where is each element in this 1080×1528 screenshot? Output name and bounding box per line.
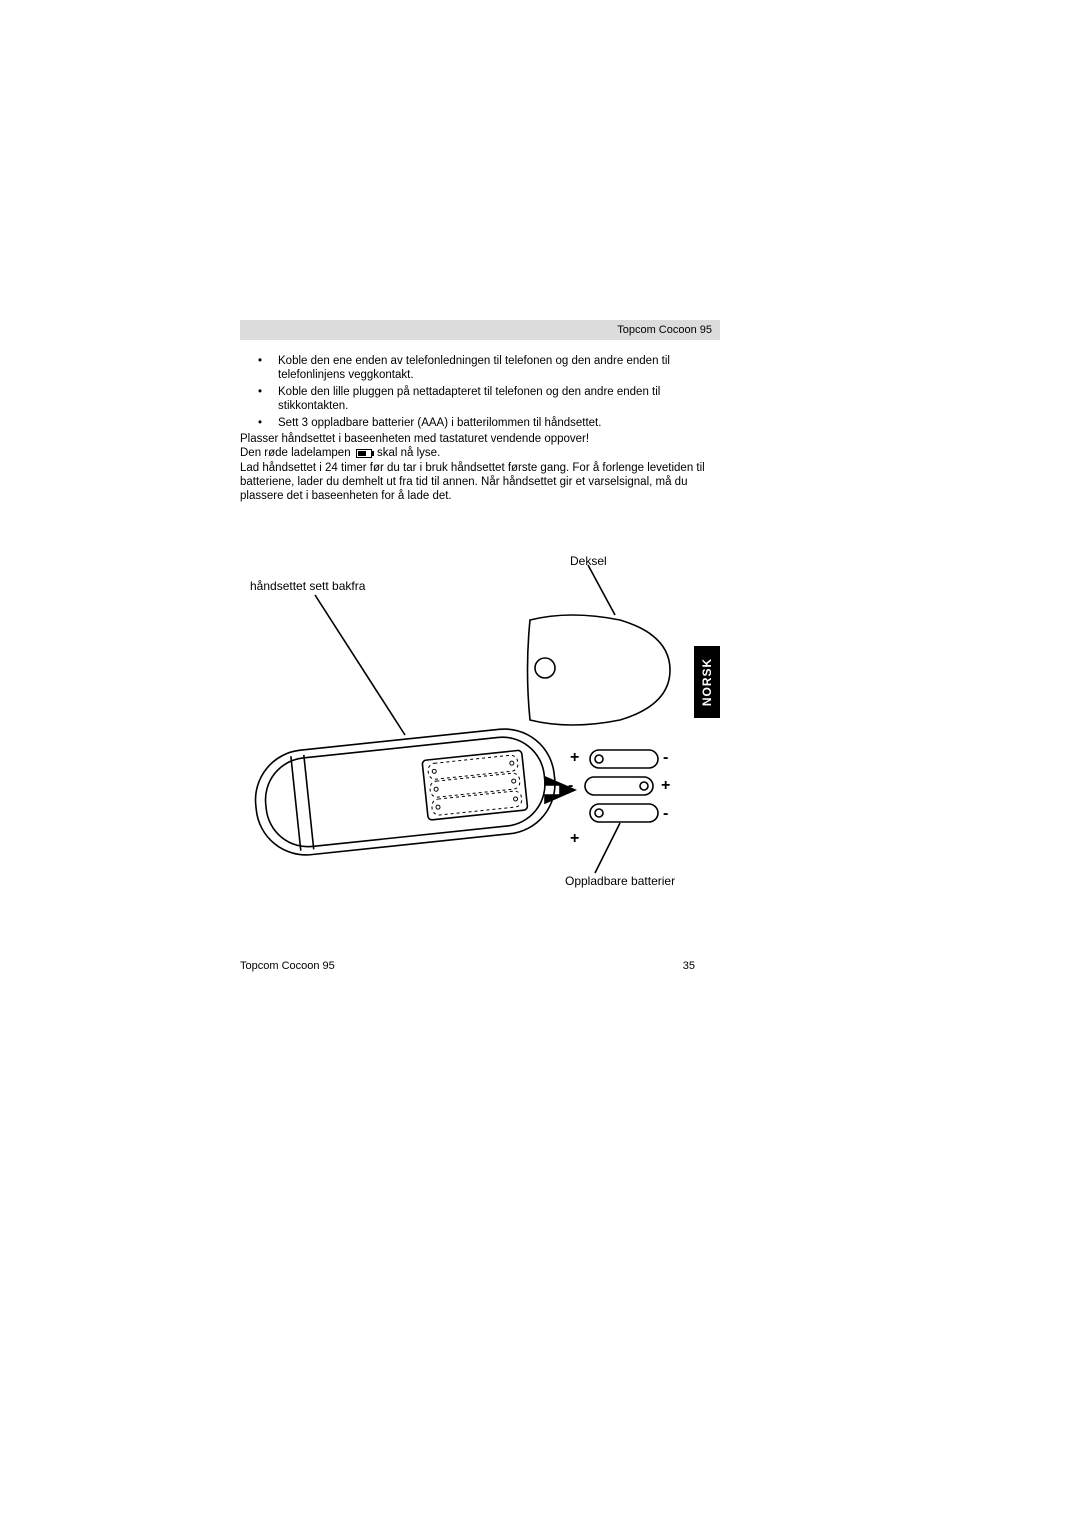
list-item: Koble den lille pluggen på nettadapteret… bbox=[240, 385, 720, 414]
svg-text:-: - bbox=[663, 749, 668, 766]
svg-text:+: + bbox=[570, 749, 579, 766]
svg-text:+: + bbox=[661, 777, 670, 794]
list-item: Koble den ene enden av telefonledningen … bbox=[240, 354, 720, 383]
paragraph: Plasser håndsettet i baseenheten med tas… bbox=[240, 432, 720, 446]
language-tab: NORSK bbox=[694, 646, 720, 718]
page-content: Topcom Cocoon 95 Koble den ene enden av … bbox=[240, 320, 720, 504]
instruction-list: Koble den ene enden av telefonledningen … bbox=[240, 354, 720, 430]
diagram: håndsettet sett bakfra Deksel Oppladbare… bbox=[240, 555, 710, 935]
battery-icon bbox=[356, 449, 372, 458]
diagram-label-back: håndsettet sett bakfra bbox=[250, 580, 365, 594]
svg-text:-: - bbox=[663, 805, 668, 822]
list-item: Sett 3 oppladbare batterier (AAA) i batt… bbox=[240, 416, 720, 430]
header-title: Topcom Cocoon 95 bbox=[617, 324, 712, 336]
handset-diagram-svg: + - - + + - bbox=[240, 555, 710, 925]
paragraph: Den røde ladelampen skal nå lyse. bbox=[240, 446, 720, 460]
diagram-label-batteries: Oppladbare batterier bbox=[565, 875, 675, 889]
footer-left: Topcom Cocoon 95 bbox=[240, 960, 335, 972]
header-bar: Topcom Cocoon 95 bbox=[240, 320, 720, 340]
svg-text:+: + bbox=[570, 830, 579, 847]
text: skal nå lyse. bbox=[374, 447, 440, 459]
diagram-label-cover: Deksel bbox=[570, 555, 607, 569]
paragraph: Lad håndsettet i 24 timer før du tar i b… bbox=[240, 461, 720, 504]
language-tab-label: NORSK bbox=[700, 658, 714, 706]
svg-text:-: - bbox=[568, 777, 573, 794]
page-footer: Topcom Cocoon 95 35 bbox=[240, 960, 695, 972]
footer-page-number: 35 bbox=[683, 960, 695, 972]
text: Den røde ladelampen bbox=[240, 447, 354, 459]
